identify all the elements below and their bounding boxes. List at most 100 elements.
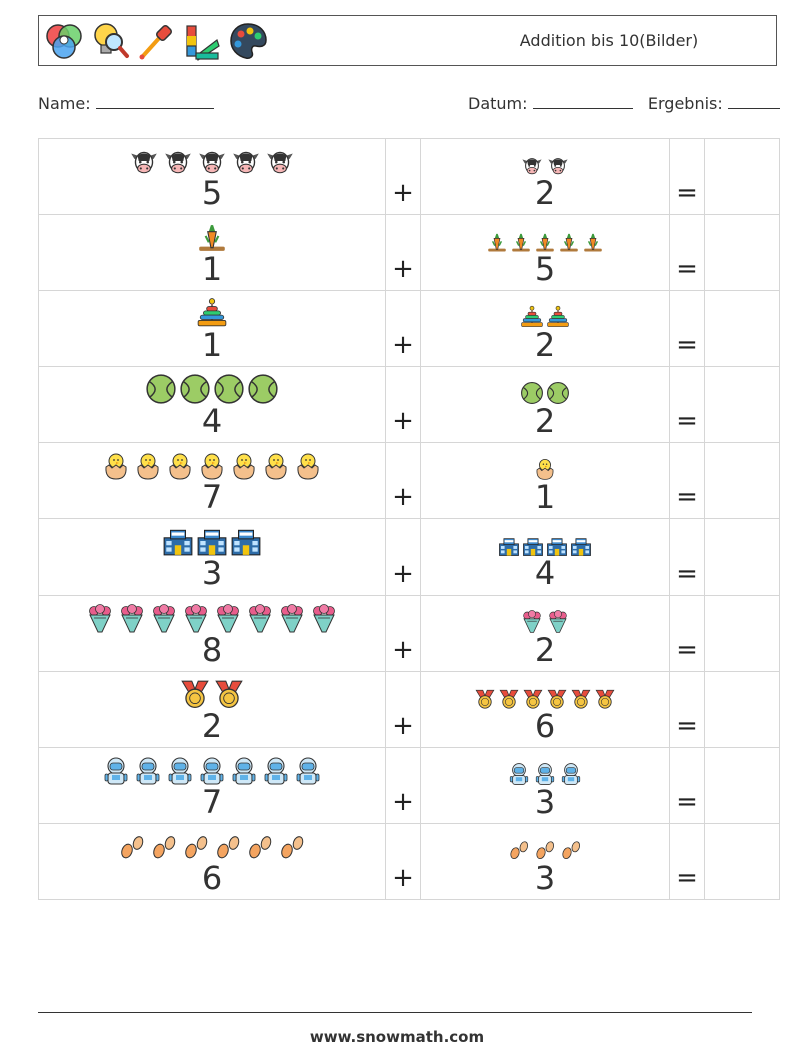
hatching-chick-icon	[101, 451, 131, 481]
carrot-icon	[486, 231, 508, 253]
date-result-fields: Datum: Ergebnis:	[468, 92, 780, 113]
carrot-icon	[558, 231, 580, 253]
addend-b-cell: 2	[420, 290, 670, 368]
problem-row: 1 + 2 =	[38, 290, 780, 368]
date-label: Datum:	[468, 94, 528, 113]
addend-a-number: 4	[201, 402, 223, 441]
problem-row: 2 + 6 =	[38, 670, 780, 748]
addend-b-cell: 4	[420, 518, 670, 596]
cow-icon	[230, 145, 262, 177]
cow-icon	[196, 145, 228, 177]
cow-icon	[546, 153, 570, 177]
answer-cell[interactable]	[704, 822, 780, 900]
addend-b-pictures	[421, 519, 669, 557]
problem-row: 6 + 3 =	[38, 822, 780, 900]
astronaut-icon	[197, 756, 227, 786]
addend-b-cell: 2	[420, 137, 670, 216]
addend-b-pictures	[421, 824, 669, 862]
equals-sign: =	[669, 594, 705, 672]
stacking-toy-icon	[546, 305, 570, 329]
answer-cell[interactable]	[704, 594, 780, 672]
addend-a-cell: 5	[38, 137, 386, 216]
medal-icon	[594, 688, 616, 710]
stacking-toy-icon	[520, 305, 544, 329]
medal-icon	[474, 688, 496, 710]
addend-a-number: 2	[201, 706, 223, 745]
astronaut-icon	[559, 762, 583, 786]
answer-cell[interactable]	[704, 746, 780, 824]
equals-sign: =	[669, 670, 705, 748]
addend-b-pictures	[421, 367, 669, 405]
footer-url: www.snowmath.com	[309, 1028, 485, 1046]
medal-icon	[546, 688, 568, 710]
astronaut-icon	[293, 756, 323, 786]
result-label: Ergebnis:	[647, 94, 723, 113]
hatching-chick-icon	[197, 451, 227, 481]
addend-a-cell: 1	[38, 290, 386, 368]
problem-row: 5 + 2 =	[38, 137, 780, 216]
medal-icon	[179, 678, 211, 710]
problem-row: 7 + 3 =	[38, 746, 780, 824]
answer-cell[interactable]	[704, 442, 780, 520]
magnifier-bulb-icon	[94, 23, 129, 58]
addend-b-pictures	[421, 215, 669, 253]
addend-a-number: 1	[201, 250, 223, 289]
problem-table: 5 + 2 = 1 + 5 = 1 + 2 =	[38, 137, 780, 900]
addend-a-pictures	[39, 367, 385, 405]
addend-b-cell: 2	[420, 366, 670, 444]
equals-sign: =	[669, 822, 705, 900]
flower-bouquet-icon	[245, 603, 275, 634]
plus-sign: +	[385, 442, 421, 520]
addend-b-cell: 1	[420, 442, 670, 520]
logo-strip	[43, 20, 269, 64]
answer-cell[interactable]	[704, 366, 780, 444]
astronaut-icon	[229, 756, 259, 786]
addend-b-number: 2	[534, 174, 556, 212]
tennis-ball-icon	[520, 381, 544, 405]
answer-cell[interactable]	[704, 137, 780, 216]
addend-a-cell: 8	[38, 594, 386, 672]
astronaut-icon	[101, 756, 131, 786]
answer-cell[interactable]	[704, 670, 780, 748]
answer-cell[interactable]	[704, 518, 780, 596]
paint-palette-icon	[230, 23, 267, 59]
carrot-icon	[534, 231, 556, 253]
answer-cell[interactable]	[704, 290, 780, 368]
building-icon	[546, 535, 568, 557]
footprints-icon	[277, 832, 307, 862]
addend-b-number: 1	[534, 478, 556, 517]
name-blank[interactable]	[95, 92, 214, 109]
stacking-toy-icon	[196, 297, 228, 329]
plus-sign: +	[385, 137, 421, 216]
carrot-icon	[510, 231, 532, 253]
addend-a-pictures	[39, 443, 385, 481]
hatching-chick-icon	[133, 451, 163, 481]
addend-b-cell: 3	[420, 822, 670, 900]
flower-bouquet-icon	[277, 603, 307, 634]
addend-a-cell: 7	[38, 442, 386, 520]
flower-bouquet-icon	[309, 603, 339, 634]
building-icon	[196, 525, 228, 557]
cow-icon	[128, 145, 160, 177]
medal-icon	[213, 678, 245, 710]
answer-cell[interactable]	[704, 214, 780, 292]
tennis-ball-icon	[546, 381, 570, 405]
footprints-icon	[213, 832, 243, 862]
addend-b-number: 5	[534, 250, 556, 289]
date-blank[interactable]	[532, 92, 633, 109]
addend-a-pictures	[39, 215, 385, 253]
building-icon	[162, 525, 194, 557]
result-blank[interactable]	[727, 92, 780, 109]
cow-icon	[162, 145, 194, 177]
equals-sign: =	[669, 746, 705, 824]
addend-b-number: 2	[534, 630, 556, 669]
cow-icon	[520, 153, 544, 177]
astronaut-icon	[165, 756, 195, 786]
problem-row: 8 + 2 =	[38, 594, 780, 672]
addend-b-number: 4	[534, 554, 556, 593]
addend-b-pictures	[421, 443, 669, 481]
addend-a-number: 7	[201, 478, 223, 517]
hatching-chick-icon	[261, 451, 291, 481]
addend-b-number: 3	[534, 858, 556, 897]
color-swatch-icon	[186, 25, 220, 61]
